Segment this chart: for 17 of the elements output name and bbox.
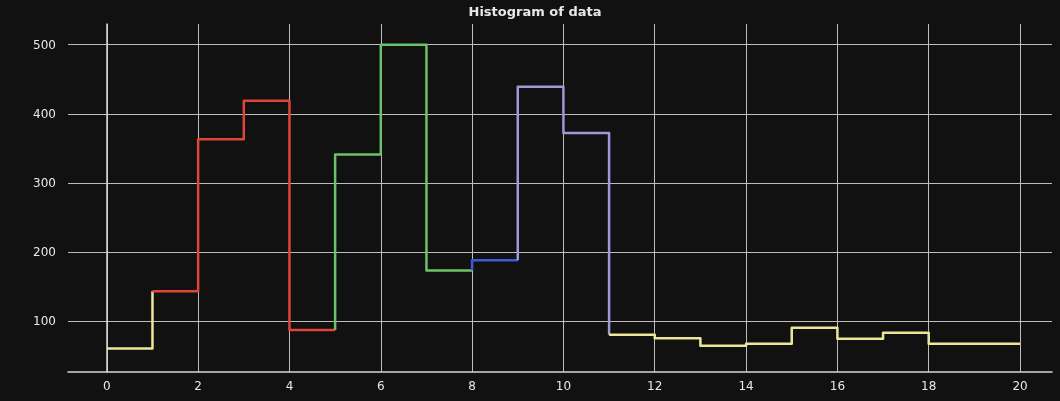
x-tick-label: 4 bbox=[285, 379, 294, 393]
y-tick-label: 100 bbox=[33, 313, 56, 328]
x-tick-label: 8 bbox=[468, 379, 476, 393]
x-tick-label: 12 bbox=[647, 379, 663, 393]
y-tick-label: 200 bbox=[33, 244, 56, 259]
y-tick-label: 500 bbox=[33, 37, 56, 52]
x-tick-label: 18 bbox=[921, 379, 937, 393]
x-tick-label: 6 bbox=[376, 379, 385, 393]
x-tick-label: 10 bbox=[555, 379, 572, 393]
x-tick-label: 14 bbox=[738, 379, 754, 393]
chart-title: Histogram of data bbox=[468, 4, 602, 19]
x-tick-label: 0 bbox=[102, 379, 111, 393]
x-tick-label: 2 bbox=[194, 379, 202, 393]
x-tick-label: 20 bbox=[1012, 379, 1028, 393]
x-tick-label: 16 bbox=[829, 379, 846, 393]
y-tick-label: 400 bbox=[33, 106, 56, 121]
y-tick-label: 300 bbox=[33, 175, 56, 190]
